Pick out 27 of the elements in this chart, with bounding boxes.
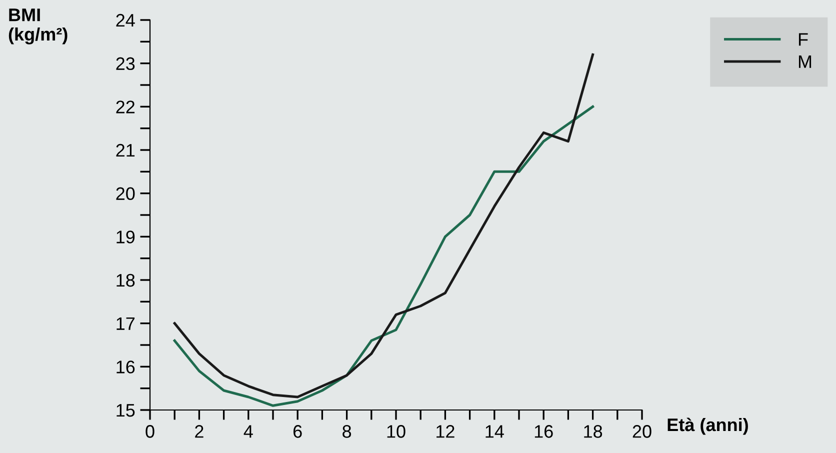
- x-tick-label: 0: [146, 425, 154, 438]
- y-tick-label: 24: [116, 14, 135, 27]
- y-tick-label: 22: [116, 100, 135, 114]
- legend-label: F: [798, 33, 808, 46]
- y-tick-label: 15: [116, 404, 135, 417]
- y-tick-label: 23: [116, 57, 135, 70]
- legend-label: M: [798, 55, 812, 68]
- x-tick-label: 6: [293, 425, 302, 438]
- x-tick-label: 8: [342, 425, 352, 438]
- y-axis-title: BMI (kg/m²): [8, 8, 68, 44]
- x-tick-label: 10: [387, 425, 406, 438]
- x-tick-label: 4: [244, 425, 253, 438]
- x-tick-label: 16: [534, 425, 553, 438]
- x-tick-label: 20: [632, 425, 652, 438]
- y-tick-label: 19: [116, 230, 135, 244]
- x-axis-title: Età (anni): [668, 418, 748, 435]
- line-series: [173, 53, 594, 398]
- x-tick-label: 2: [195, 425, 204, 438]
- line-series: [173, 105, 594, 407]
- y-tick-label: 17: [116, 317, 135, 330]
- x-tick-label: 14: [486, 425, 504, 438]
- y-tick-label: 21: [116, 144, 135, 157]
- x-tick-label: 12: [436, 425, 454, 438]
- y-tick-label: 18: [116, 274, 135, 287]
- x-tick-label: 18: [584, 425, 602, 438]
- y-tick-label: 20: [116, 187, 135, 200]
- y-tick-label: 16: [116, 360, 135, 374]
